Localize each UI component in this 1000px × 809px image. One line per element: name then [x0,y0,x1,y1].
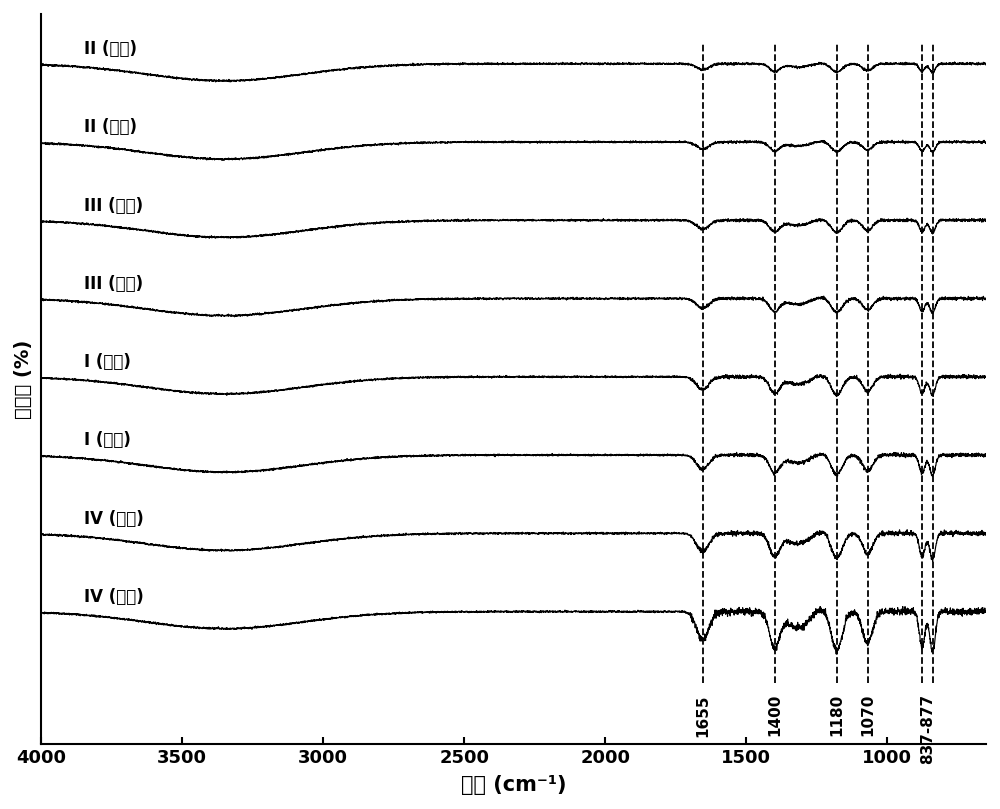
Text: II (光照): II (光照) [84,40,137,58]
Text: I (黑暗): I (黑暗) [84,431,130,449]
Text: IV (光照): IV (光照) [84,510,143,527]
Text: III (光照): III (光照) [84,197,143,214]
Y-axis label: 透过率 (%): 透过率 (%) [14,339,33,418]
Text: 1655: 1655 [695,694,710,737]
X-axis label: 波长 (cm⁻¹): 波长 (cm⁻¹) [461,775,566,795]
Text: III (黑暗): III (黑暗) [84,275,143,293]
Text: 1400: 1400 [767,694,782,736]
Text: IV (黑暗): IV (黑暗) [84,588,143,606]
Text: 1180: 1180 [829,694,844,736]
Text: 837-877: 837-877 [920,694,935,765]
Text: 1070: 1070 [860,694,875,736]
Text: II (黑暗): II (黑暗) [84,118,137,136]
Text: I (光照): I (光照) [84,353,130,371]
